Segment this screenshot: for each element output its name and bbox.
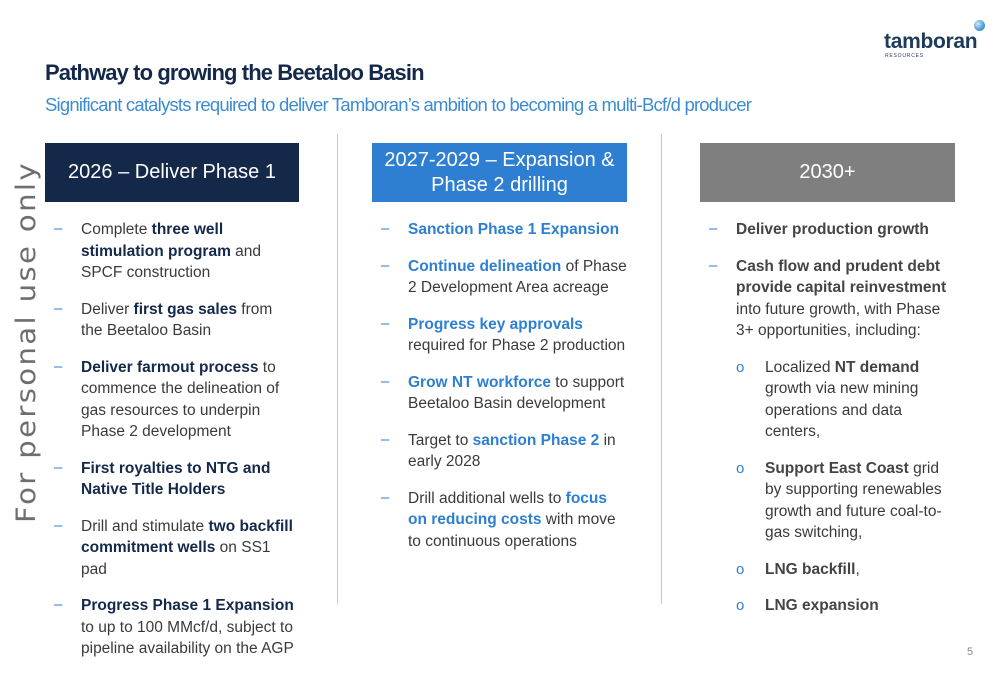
bullet-dash-icon: – [54,357,63,375]
bullet-circle-icon: o [736,358,745,376]
sub-list-item: o Localized NT demand growth via new mini… [736,358,920,441]
logo-subtext: RESOURCES [885,53,924,59]
column-header-2030-text: 2030+ [799,161,856,183]
column-header-2026-text: 2026 – Deliver Phase 1 [68,161,276,183]
bullet-circle-icon: o [736,560,745,578]
list-item: – Continue delineation of Phase 2 Develop… [381,256,627,297]
column-header-2026: 2026 – Deliver Phase 1 [45,143,299,202]
bullet-dash-icon: – [381,256,390,274]
column-header-2027-2029-line1: 2027-2029 – Expansion & [384,148,615,171]
list-item: – Deliver production growth [709,220,929,238]
column-divider-2 [661,134,662,604]
bullet-dash-icon: – [381,220,390,237]
page-title: Pathway to growing the Beetaloo Basin [45,60,425,85]
list-item: – Sanction Phase 1 Expansion [381,220,620,238]
column-header-2027-2029: 2027-2029 – Expansion & Phase 2 drilling [372,143,627,202]
column-header-2027-2029-line2: Phase 2 drilling [431,173,568,196]
bullet-dash-icon: – [381,314,390,332]
list-item: – Progress key approvals required for Pha… [381,314,626,355]
bullet-dash-icon: – [54,299,63,317]
column-header-2030: 2030+ [700,143,955,202]
page-subtitle: Significant catalysts required to delive… [45,94,752,115]
tamboran-logo: tamboran RESOURCES [884,20,994,62]
list-item: – Target to sanction Phase 2 in early 202… [381,430,616,471]
bullet-dash-icon: – [381,372,390,390]
bullet-dash-icon: – [54,516,63,534]
bullet-dash-icon: – [381,488,390,506]
logo-wordmark: tamboran [884,30,978,53]
bullet-circle-icon: o [736,459,745,477]
page-number: 5 [967,646,974,658]
column-2027-2029-list: – Sanction Phase 1 Expansion – Continue de… [372,219,627,567]
list-item: – Grow NT workforce to support Beetaloo B… [381,372,625,413]
watermark-text: For personal use only [11,161,42,523]
column-2026-list: – Complete three well stimulation program… [45,219,295,675]
column-2030-list: – Deliver production growth – Cash flow an… [700,219,950,632]
watermark: For personal use only [6,158,42,528]
bullet-circle-icon: o [736,597,745,614]
sub-list-item: o LNG expansion [700,595,950,617]
bullet-dash-icon: – [54,458,63,476]
sub-list-item: o LNG backfill, [700,559,950,581]
list-item: – First royalties to NTG and Native Title… [54,458,271,499]
list-item: – Deliver first gas sales from the Beetal… [54,299,273,340]
list-item: – Cash flow and prudent debt provide capi… [709,256,947,340]
bullet-dash-icon: – [709,220,718,237]
bullet-dash-icon: – [381,430,390,448]
bullet-dash-icon: – [54,596,63,613]
logo-dot-icon [974,20,985,31]
list-item: – Progress Phase 1 Expansion to up to 100… [54,596,294,657]
list-item: – Deliver farmout process to commence the… [54,357,280,441]
bullet-dash-icon: – [54,220,63,237]
list-item: – Complete three well stimulation program… [54,220,262,281]
sub-list-item: o Support East Coast grid by supporting r… [736,459,942,542]
list-item: – Drill additional wells to focus on redu… [381,488,616,550]
column-divider-1 [337,134,338,604]
bullet-dash-icon: – [709,256,718,274]
list-item: – Drill and stimulate two backfill commit… [54,516,293,578]
